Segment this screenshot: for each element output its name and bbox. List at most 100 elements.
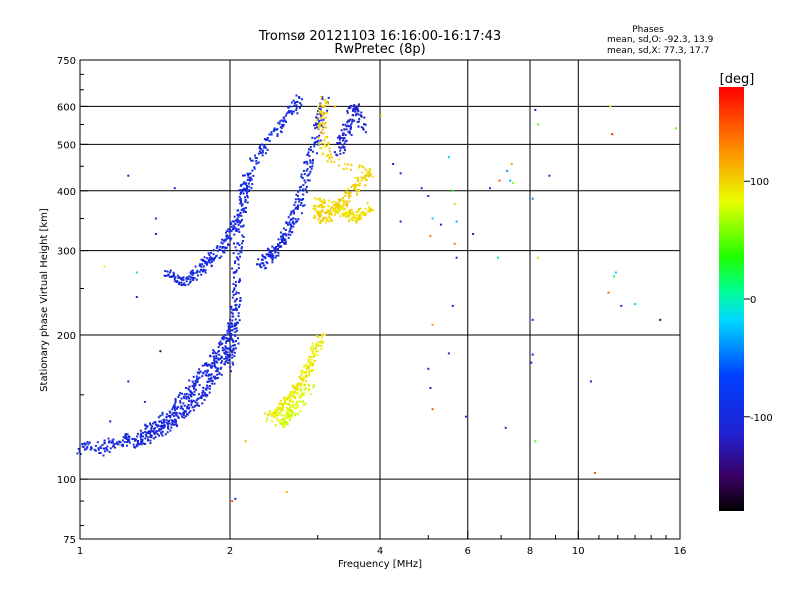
data-point [177,395,180,398]
data-point [209,251,212,254]
data-point [296,384,298,387]
data-point [364,184,367,187]
data-point [531,197,534,200]
data-point [531,318,534,321]
data-point [300,199,303,201]
data-point [299,397,302,400]
data-point [301,177,304,179]
data-point [244,188,247,191]
data-point [295,193,298,196]
data-point [229,325,232,328]
data-point [174,405,177,408]
data-point [296,112,299,115]
data-point [271,253,274,256]
data-point [263,138,266,141]
data-point [349,104,352,107]
data-point [99,445,102,448]
data-point [261,143,263,146]
data-point [221,349,224,352]
data-point [321,208,324,211]
data-point [313,217,316,219]
data-point [294,403,297,405]
data-point [294,207,297,210]
data-point [230,349,233,352]
data-point [127,380,130,383]
data-point [147,430,150,433]
data-point [295,401,298,403]
data-point [282,407,285,410]
data-point [317,344,320,347]
data-point [98,452,101,454]
data-point [176,279,179,282]
data-point [198,270,201,273]
data-point [310,369,313,372]
data-point [196,371,199,374]
data-point [225,231,227,234]
data-point [240,251,243,254]
data-point [321,334,324,337]
data-point [289,230,291,233]
data-point [212,253,215,256]
data-point [295,104,298,107]
data-point [607,291,610,294]
data-point [348,217,351,220]
data-point [292,209,295,212]
data-point [327,143,330,145]
data-point [287,395,290,398]
data-point [239,198,242,200]
data-point [249,172,252,175]
data-point [204,262,207,265]
data-point [233,215,236,218]
data-point [225,353,228,356]
data-point [229,230,232,233]
data-point [305,370,308,373]
data-point [233,308,236,311]
data-point [326,102,329,105]
data-point [161,421,163,424]
data-point [288,221,291,224]
data-point [135,271,138,274]
data-point [208,363,211,366]
data-point [289,228,292,230]
data-point [97,447,100,450]
data-point [331,206,334,209]
data-point [283,419,286,422]
data-point [229,307,232,310]
data-point [213,375,216,378]
data-point [364,207,367,210]
data-point [152,430,155,433]
data-point [429,387,432,389]
data-point [183,397,186,400]
data-point [367,171,370,174]
data-point [315,343,318,346]
data-point [304,372,307,374]
data-point [94,449,97,452]
data-point [163,426,165,429]
data-point [189,390,192,393]
data-point [334,213,336,216]
data-point [324,121,327,124]
data-point [319,113,322,116]
data-point [205,371,208,374]
data-point [347,130,350,133]
data-point [188,393,191,396]
data-point [264,256,267,259]
colorbar-tick-label: 100 [750,177,769,188]
data-point [316,198,319,201]
data-point [342,151,345,154]
data-point [234,246,237,249]
data-point [288,414,291,417]
data-point [262,264,265,267]
data-point [225,340,228,342]
data-point [277,419,280,422]
data-point [323,123,326,126]
data-point [241,234,244,237]
data-point [294,388,296,390]
data-point [290,101,293,104]
data-point [286,222,289,225]
data-point [320,112,323,115]
data-point [339,149,342,152]
data-point [283,238,286,241]
data-point [251,183,254,186]
